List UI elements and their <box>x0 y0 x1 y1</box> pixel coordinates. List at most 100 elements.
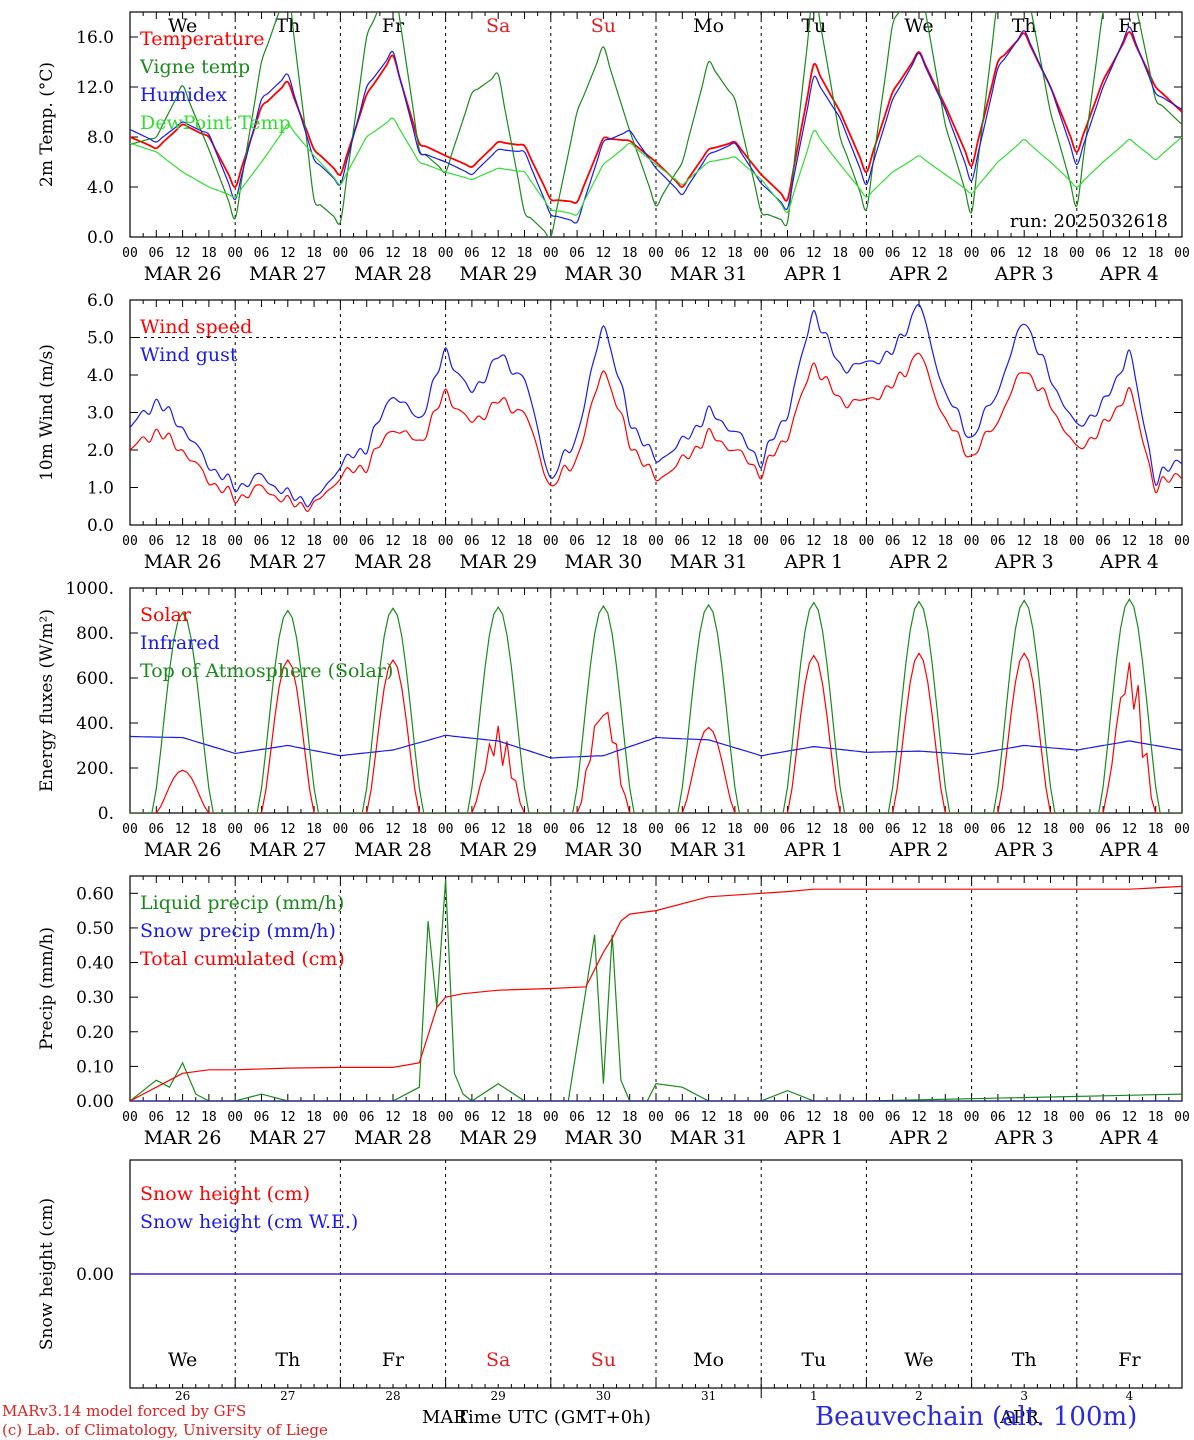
x-hour-label: 12 <box>806 1110 822 1125</box>
x-hour-label: 12 <box>385 1110 401 1125</box>
x-hour-label: 00 <box>227 822 243 837</box>
x-hour-label: 18 <box>1043 822 1059 837</box>
x-hour-label: 00 <box>543 246 559 261</box>
x-hour-label: 06 <box>254 1110 270 1125</box>
x-date-label: APR 2 <box>889 263 949 285</box>
x-date-label: APR 1 <box>783 263 843 285</box>
x-date-label: MAR 31 <box>670 263 748 285</box>
y-axis-label: Precip (mm/h) <box>37 927 57 1050</box>
x-hour-label: 18 <box>727 1110 743 1125</box>
x-hour-label: 00 <box>964 246 980 261</box>
x-hour-label: 06 <box>359 534 375 549</box>
x-date-label: MAR 29 <box>459 1127 537 1149</box>
x-hour-label: 06 <box>1095 822 1111 837</box>
x-hour-label: 00 <box>543 534 559 549</box>
x-hour-label: 18 <box>517 534 533 549</box>
legend-entry: Wind speed <box>140 316 252 338</box>
x-date-label: MAR 30 <box>565 839 643 861</box>
x-hour-label: 00 <box>1174 534 1190 549</box>
y-tick-label: 0.0 <box>87 516 114 536</box>
y-tick-label: 0.00 <box>76 1092 114 1112</box>
x-hour-label: 00 <box>122 246 138 261</box>
y-tick-label: 0.30 <box>76 988 114 1008</box>
x-hour-label: 06 <box>464 534 480 549</box>
legend-entry: Liquid precip (mm/h) <box>140 892 344 914</box>
x-date-label: APR 4 <box>1099 551 1159 573</box>
x-hour-label: 18 <box>937 822 953 837</box>
x-hour-label: 12 <box>1122 534 1138 549</box>
x-hour-label: 00 <box>543 1110 559 1125</box>
x-hour-label: 06 <box>674 246 690 261</box>
x-date-label: MAR 30 <box>565 1127 643 1149</box>
x-hour-label: 00 <box>1069 246 1085 261</box>
x-hour-label: 12 <box>1016 534 1032 549</box>
x-hour-label: 18 <box>411 1110 427 1125</box>
x-hour-label: 06 <box>569 822 585 837</box>
x-date-label: MAR 30 <box>565 263 643 285</box>
x-date-label: APR 4 <box>1099 839 1159 861</box>
weekday-label: Th <box>1012 1349 1037 1371</box>
legend-entry: Wind gust <box>140 344 238 366</box>
y-tick-label: 0.60 <box>76 884 114 904</box>
x-hour-label: 00 <box>438 246 454 261</box>
panel-precip: 0.00 0.10 0.20 0.30 0.40 0.50 0.60 Precip (mm/h… <box>37 875 1190 1149</box>
x-hour-label: 06 <box>990 246 1006 261</box>
x-hour-label: 00 <box>648 534 664 549</box>
weekday-label: We <box>168 15 197 37</box>
x-hour-label: 06 <box>780 1110 796 1125</box>
x-date-label: APR 2 <box>889 1127 949 1149</box>
x-hour-label: 00 <box>333 246 349 261</box>
legend-entry: Solar <box>140 604 192 626</box>
series-line-dewpoint-temp <box>130 117 1182 216</box>
x-hour-label: 12 <box>490 1110 506 1125</box>
x-hour-label: 18 <box>201 534 217 549</box>
x-hour-label: 18 <box>201 1110 217 1125</box>
x-hour-label: 18 <box>832 1110 848 1125</box>
x-hour-label: 00 <box>753 246 769 261</box>
x-hour-label: 00 <box>859 822 875 837</box>
lab-credit: (c) Lab. of Climatology, University of L… <box>2 1421 328 1439</box>
x-hour-label: 18 <box>1148 822 1164 837</box>
legend-entry: Snow height (cm) <box>140 1183 310 1205</box>
x-hour-label: 12 <box>1016 1110 1032 1125</box>
x-hour-label: 00 <box>438 1110 454 1125</box>
y-tick-label: 6.0 <box>87 291 114 311</box>
x-hour-label: 18 <box>306 246 322 261</box>
x-hour-label: 00 <box>333 534 349 549</box>
x-hour-label: 00 <box>964 1110 980 1125</box>
x-hour-label: 12 <box>806 534 822 549</box>
legend-entry: Infrared <box>140 632 220 654</box>
x-hour-label: 06 <box>780 246 796 261</box>
x-hour-label: 18 <box>517 822 533 837</box>
x-axis-title: Time UTC (GMT+0h) <box>456 1407 651 1428</box>
panel-wind: 0.0 1.0 2.0 3.0 4.0 5.0 6.0 10m Wind (m/s) 00 06 1… <box>37 291 1190 573</box>
weekday-label: Su <box>591 1349 616 1371</box>
x-hour-label: 06 <box>1095 246 1111 261</box>
x-hour-label: 12 <box>701 246 717 261</box>
y-tick-label: 2.0 <box>87 441 114 461</box>
x-hour-label: 12 <box>280 1110 296 1125</box>
x-date-label: APR 3 <box>994 263 1054 285</box>
x-hour-label: 12 <box>911 246 927 261</box>
y-tick-label: 0.10 <box>76 1057 114 1077</box>
x-hour-label: 06 <box>359 1110 375 1125</box>
x-hour-label: 18 <box>937 1110 953 1125</box>
x-hour-label: 18 <box>1043 1110 1059 1125</box>
x-date-label: MAR 26 <box>144 263 222 285</box>
x-hour-label: 06 <box>148 1110 164 1125</box>
x-hour-label: 18 <box>1148 246 1164 261</box>
legend-entry: Vigne temp <box>139 56 250 78</box>
x-hour-label: 18 <box>937 534 953 549</box>
x-hour-label: 00 <box>543 822 559 837</box>
x-hour-label: 06 <box>254 822 270 837</box>
x-hour-label: 06 <box>885 1110 901 1125</box>
x-hour-label: 00 <box>648 246 664 261</box>
weekday-label: Sa <box>486 1349 510 1371</box>
x-hour-label: 12 <box>1122 1110 1138 1125</box>
x-month-left: MAR <box>422 1407 467 1428</box>
x-date-label: MAR 29 <box>459 551 537 573</box>
x-hour-label: 00 <box>1174 822 1190 837</box>
weekday-label: Tu <box>801 1349 826 1371</box>
x-hour-label: 00 <box>648 822 664 837</box>
legend-entry: Temperature <box>140 28 264 50</box>
